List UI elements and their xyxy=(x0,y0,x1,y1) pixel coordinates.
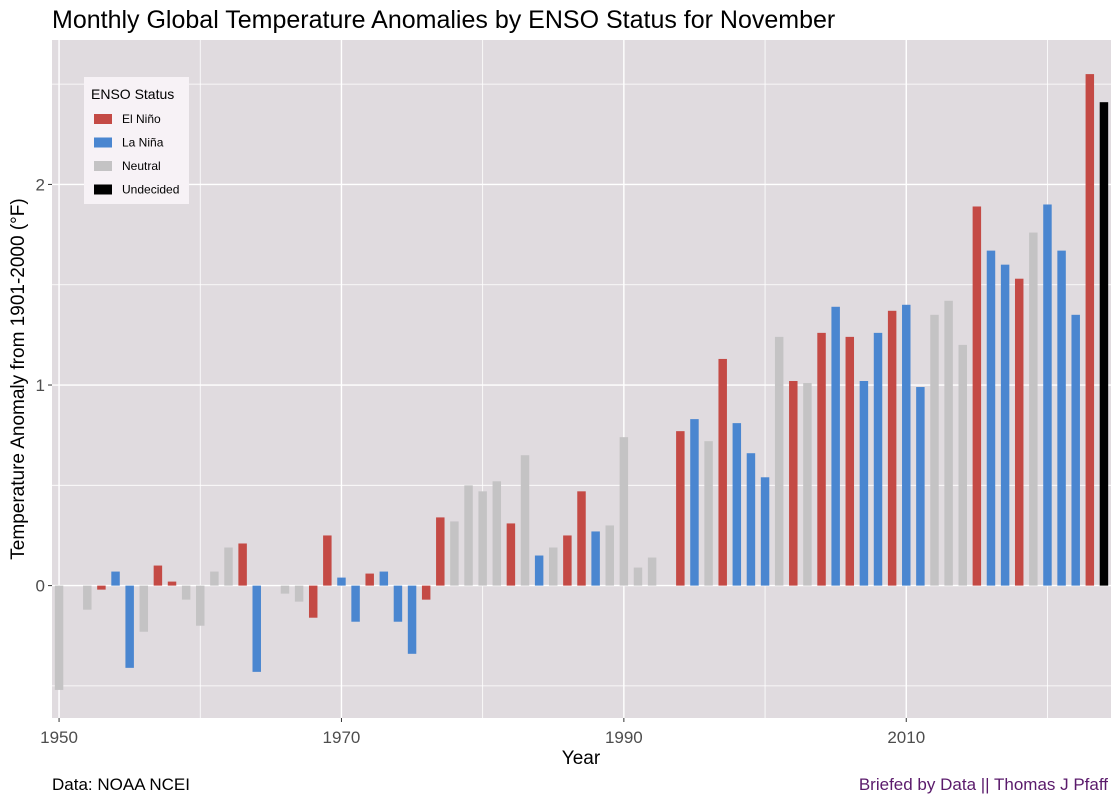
bar-2017 xyxy=(1000,264,1010,586)
bar-1957 xyxy=(153,565,163,586)
bar-2024 xyxy=(1099,102,1109,586)
bar-1981 xyxy=(492,481,502,586)
x-axis-ticks: 1950 1970 1990 2010 xyxy=(40,718,925,747)
bar-1995 xyxy=(690,419,699,586)
bar-2023 xyxy=(1085,74,1095,586)
x-tick-label: 1990 xyxy=(605,728,643,747)
bar-2000 xyxy=(760,477,770,586)
bar-2006 xyxy=(845,336,855,586)
source-caption: Data: NOAA NCEI xyxy=(52,775,190,794)
bar-2013 xyxy=(944,300,953,586)
bar-1996 xyxy=(704,441,713,586)
bar-2019 xyxy=(1029,232,1038,586)
bar-1973 xyxy=(379,571,389,586)
x-axis-title: Year xyxy=(562,748,601,769)
bar-1954 xyxy=(111,571,120,586)
bar-1980 xyxy=(478,491,487,586)
bar-2011 xyxy=(916,387,925,586)
bar-2020 xyxy=(1043,204,1052,586)
bar-2003 xyxy=(803,383,812,586)
bar-1964 xyxy=(252,585,261,672)
bar-1988 xyxy=(591,531,600,586)
legend-label: El Niño xyxy=(122,112,161,126)
bar-1972 xyxy=(365,573,374,586)
bar-1987 xyxy=(577,491,586,586)
bar-1984 xyxy=(534,555,544,586)
bar-1983 xyxy=(520,455,530,586)
legend-key xyxy=(94,114,112,124)
legend-title: ENSO Status xyxy=(91,86,174,102)
legend: ENSO Status El Niño La Niña Neutral Undecid… xyxy=(84,77,189,204)
bar-1955 xyxy=(125,585,134,668)
bar-2014 xyxy=(958,344,967,586)
bar-1970 xyxy=(337,577,346,586)
bar-1962 xyxy=(224,547,233,586)
bar-1952 xyxy=(83,585,92,610)
bar-1961 xyxy=(210,571,219,586)
bar-1998 xyxy=(732,423,742,586)
y-tick-label: 0 xyxy=(36,577,45,596)
bar-2009 xyxy=(887,310,897,586)
bar-1990 xyxy=(619,437,629,586)
bar-1950 xyxy=(54,585,64,690)
bar-1967 xyxy=(294,585,304,602)
legend-key xyxy=(94,184,112,195)
bar-2021 xyxy=(1057,250,1066,586)
bar-1992 xyxy=(647,557,657,586)
legend-label: Undecided xyxy=(122,183,179,197)
bar-1971 xyxy=(351,585,360,622)
bar-1969 xyxy=(323,535,332,586)
bar-1989 xyxy=(605,525,614,586)
bar-1999 xyxy=(746,453,756,586)
credit-caption: Briefed by Data || Thomas J Pfaff xyxy=(859,775,1108,794)
bar-1974 xyxy=(393,585,403,622)
chart-title: Monthly Global Temperature Anomalies by … xyxy=(52,6,835,34)
bar-1956 xyxy=(139,585,149,632)
bar-2022 xyxy=(1071,314,1080,586)
x-tick-label: 2010 xyxy=(887,728,925,747)
bar-1975 xyxy=(407,585,417,654)
legend-entries: El Niño La Niña Neutral Undecided xyxy=(94,112,179,197)
bar-2018 xyxy=(1014,278,1024,586)
bar-2001 xyxy=(774,336,784,586)
bar-2002 xyxy=(789,381,798,586)
bar-1994 xyxy=(676,431,685,586)
bar-2015 xyxy=(972,206,982,586)
y-tick-label: 1 xyxy=(36,376,45,395)
legend-label: La Niña xyxy=(122,136,164,150)
bar-1985 xyxy=(549,547,558,586)
bar-1966 xyxy=(280,585,290,594)
bar-2010 xyxy=(902,304,911,586)
bar-1976 xyxy=(421,585,431,600)
bar-2016 xyxy=(986,250,996,586)
legend-key xyxy=(94,137,112,148)
bar-1960 xyxy=(196,585,205,626)
bar-1968 xyxy=(308,585,318,618)
bar-1977 xyxy=(436,517,445,586)
legend-key xyxy=(94,161,112,171)
y-tick-label: 2 xyxy=(36,175,45,194)
x-tick-label: 1970 xyxy=(323,728,361,747)
bar-1991 xyxy=(633,567,643,586)
bar-1997 xyxy=(718,358,727,586)
legend-label: Neutral xyxy=(122,159,161,173)
bar-2004 xyxy=(817,332,826,586)
bar-1958 xyxy=(167,581,177,586)
bar-1953 xyxy=(97,585,106,590)
bar-2008 xyxy=(873,332,883,586)
bar-1978 xyxy=(450,521,459,586)
bars xyxy=(54,74,1109,690)
bar-1982 xyxy=(506,523,516,586)
bar-1959 xyxy=(181,585,191,600)
bar-1963 xyxy=(238,543,247,586)
y-axis-title: Temperature Anomaly from 1901-2000 (°F) xyxy=(8,198,29,559)
bar-2012 xyxy=(930,314,939,586)
bar-2007 xyxy=(859,381,869,586)
x-tick-label: 1950 xyxy=(40,728,78,747)
y-axis-ticks: 0 1 2 xyxy=(36,175,52,596)
bar-1979 xyxy=(464,485,473,586)
bar-1986 xyxy=(563,535,572,586)
bar-2005 xyxy=(831,306,840,586)
